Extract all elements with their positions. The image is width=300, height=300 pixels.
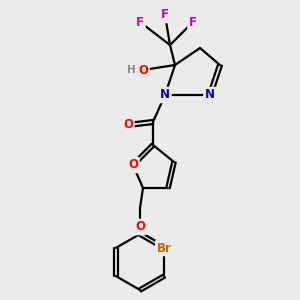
Text: O: O bbox=[128, 158, 138, 172]
Text: F: F bbox=[189, 16, 197, 28]
Text: N: N bbox=[205, 88, 215, 101]
Text: F: F bbox=[136, 16, 144, 28]
Text: O: O bbox=[135, 220, 145, 233]
Text: H: H bbox=[127, 65, 135, 75]
Text: O: O bbox=[138, 64, 148, 76]
Text: N: N bbox=[160, 88, 170, 101]
Text: O: O bbox=[123, 118, 133, 131]
Text: F: F bbox=[161, 8, 169, 22]
Text: Br: Br bbox=[157, 242, 172, 254]
